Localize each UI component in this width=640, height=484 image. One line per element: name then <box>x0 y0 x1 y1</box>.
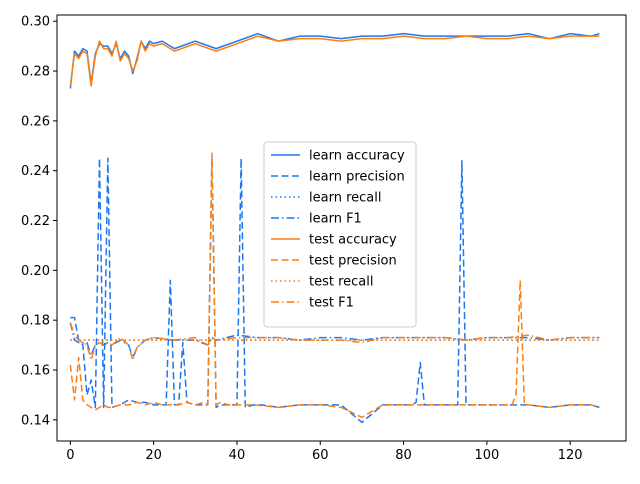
x-tick-label: 0 <box>66 448 74 463</box>
series-line-7 <box>69 322 600 361</box>
legend-label-1: learn precision <box>309 170 405 185</box>
legend: learn accuracy learn precision learn recal… <box>263 141 417 328</box>
legend-label-2: learn recall <box>309 191 381 206</box>
x-tick-label: 60 <box>312 448 329 463</box>
y-tick-label: 0.26 <box>21 114 50 129</box>
legend-label-7: test F1 <box>309 296 354 311</box>
x-tick-label: 40 <box>229 448 246 463</box>
y-tick-label: 0.14 <box>21 413 50 428</box>
series-line-4 <box>69 35 600 87</box>
x-tick-label: 80 <box>395 448 412 463</box>
legend-label-3: learn F1 <box>309 212 362 227</box>
legend-label-4: test accuracy <box>309 233 397 248</box>
plot-area <box>69 32 600 424</box>
legend-label-5: test precision <box>309 254 397 269</box>
y-tick-label: 0.22 <box>21 214 50 229</box>
series-line-0 <box>69 32 600 89</box>
legend-label-6: test recall <box>309 275 374 290</box>
axes: 0 20 40 60 80 100 120 0.14 0.16 0.18 0.20 0.22 0.24 0… <box>21 14 627 463</box>
x-tick-label: 100 <box>474 448 499 463</box>
x-tick-label: 20 <box>145 448 162 463</box>
y-tick-label: 0.30 <box>21 15 50 30</box>
series-line-3 <box>69 322 600 359</box>
y-tick-label: 0.16 <box>21 364 50 379</box>
y-tick-label: 0.18 <box>21 314 50 329</box>
legend-label-0: learn accuracy <box>309 149 405 164</box>
x-tick-label: 120 <box>558 448 583 463</box>
axes-frame <box>56 14 627 442</box>
series-line-5 <box>69 152 600 419</box>
y-tick-label: 0.28 <box>21 65 50 80</box>
y-tick-label: 0.20 <box>21 264 50 279</box>
y-tick-label: 0.24 <box>21 164 50 179</box>
legend-box <box>263 141 417 328</box>
